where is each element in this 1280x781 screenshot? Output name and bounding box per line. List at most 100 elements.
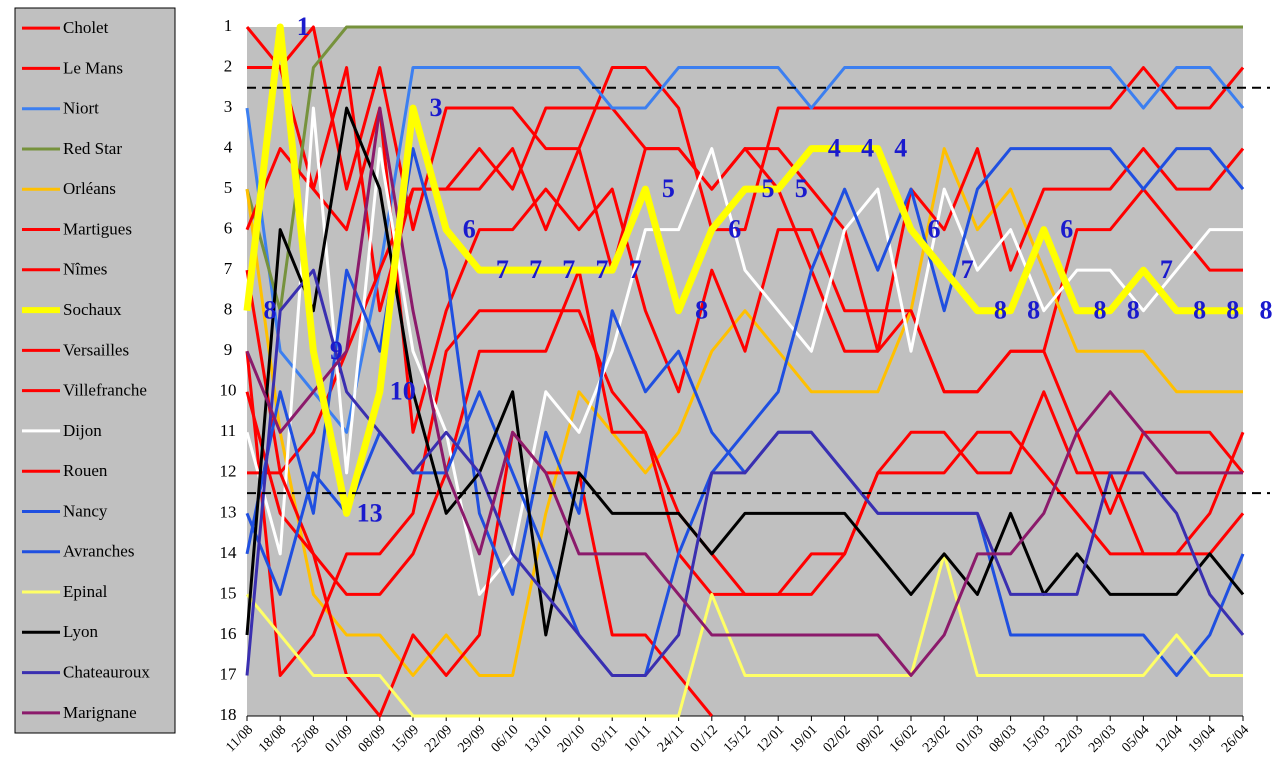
legend-label: Martigues <box>63 219 132 238</box>
plot-area <box>247 27 1243 716</box>
data-label: 8 <box>264 296 277 325</box>
y-tick-label: 14 <box>220 543 238 562</box>
series-line <box>243 23 1243 517</box>
x-tick-label: 08/09 <box>356 722 389 755</box>
x-tick-label: 08/03 <box>987 722 1020 755</box>
legend-label: Cholet <box>63 18 109 37</box>
series-line <box>245 106 1243 677</box>
y-tick-label: 8 <box>224 300 233 319</box>
y-tick-label: 4 <box>224 137 233 156</box>
y-tick-label: 11 <box>220 421 236 440</box>
legend-label: Chateauroux <box>63 662 150 681</box>
legend-label: Red Star <box>63 139 122 158</box>
y-tick-label: 1 <box>224 16 233 35</box>
data-label: 5 <box>762 174 775 203</box>
data-label: 3 <box>430 93 443 122</box>
data-label: 8 <box>1094 296 1107 325</box>
series-line <box>247 430 713 718</box>
x-tick-label: 29/09 <box>455 722 488 755</box>
data-label: 7 <box>1160 255 1173 284</box>
data-label: 6 <box>928 215 941 244</box>
data-label: 13 <box>357 498 383 527</box>
legend-label: Dijon <box>63 421 102 440</box>
y-tick-label: 18 <box>220 705 237 724</box>
legend-label: Versailles <box>63 340 129 359</box>
y-tick-label: 15 <box>220 583 237 602</box>
y-tick-label: 13 <box>220 502 237 521</box>
x-tick-label: 22/09 <box>422 722 455 755</box>
x-tick-label: 26/04 <box>1219 722 1252 755</box>
x-tick-label: 18/08 <box>256 722 289 755</box>
x-tick-label: 01/09 <box>323 722 356 755</box>
data-label: 8 <box>1226 296 1239 325</box>
data-label: 7 <box>562 255 575 284</box>
y-tick-label: 17 <box>220 664 238 683</box>
legend-label: Le Mans <box>63 58 123 77</box>
data-label: 8 <box>1193 296 1206 325</box>
data-label: 5 <box>662 174 675 203</box>
data-label: 6 <box>1060 215 1073 244</box>
legend-label: Niort <box>63 99 99 118</box>
y-tick-label: 10 <box>220 381 237 400</box>
data-label: 8 <box>994 296 1007 325</box>
data-label: 5 <box>795 174 808 203</box>
data-label: 8 <box>1260 296 1273 325</box>
x-tick-label: 10/11 <box>622 722 655 755</box>
data-label: 8 <box>695 296 708 325</box>
data-label: 4 <box>828 134 841 163</box>
data-label: 8 <box>1027 296 1040 325</box>
x-tick-label: 22/03 <box>1053 722 1086 755</box>
y-tick-label: 7 <box>224 259 233 278</box>
legend-label: Orléans <box>63 179 116 198</box>
x-tick-label: 19/04 <box>1186 722 1219 755</box>
legend-label: Rouen <box>63 461 108 480</box>
legend-label: Marignane <box>63 703 137 722</box>
data-label: 8 <box>1127 296 1140 325</box>
series-line <box>245 66 1245 434</box>
legend-box <box>14 7 176 734</box>
data-label: 6 <box>728 215 741 244</box>
legend-label: Sochaux <box>63 300 122 319</box>
x-tick-label: 06/10 <box>489 722 522 755</box>
x-tick-label: 13/10 <box>522 722 555 755</box>
legend-label: Lyon <box>63 622 98 641</box>
data-label: 7 <box>596 255 609 284</box>
legend-label: Avranches <box>63 542 134 561</box>
data-label: 7 <box>496 255 509 284</box>
series-line <box>245 106 1243 596</box>
x-tick-label: 01/03 <box>953 722 986 755</box>
series-line <box>245 268 1245 677</box>
legend-label: Epinal <box>63 582 108 601</box>
y-tick-label: 9 <box>224 340 233 359</box>
x-tick-label: 12/01 <box>754 722 787 755</box>
x-tick-label: 02/02 <box>821 722 854 755</box>
data-label: 10 <box>390 377 416 406</box>
y-tick-label: 2 <box>224 56 233 75</box>
y-tick-label: 6 <box>224 219 233 238</box>
x-tick-label: 19/01 <box>787 722 820 755</box>
x-tick-label: 23/02 <box>920 722 953 755</box>
x-tick-label: 15/03 <box>1020 722 1053 755</box>
series-line <box>245 147 1243 677</box>
series-line <box>245 25 1243 313</box>
data-label: 4 <box>894 134 907 163</box>
series-line <box>247 25 1245 232</box>
data-label: 7 <box>629 255 642 284</box>
series-line <box>245 552 1243 718</box>
y-tick-label: 12 <box>220 462 237 481</box>
legend-label: Villefranche <box>63 381 147 400</box>
x-tick-label: 15/12 <box>721 722 754 755</box>
x-tick-label: 24/11 <box>655 722 688 755</box>
x-tick-label: 25/08 <box>289 722 322 755</box>
series-line <box>245 268 1245 596</box>
series-line <box>245 147 1245 475</box>
series-line <box>245 106 1245 637</box>
x-tick-label: 20/10 <box>555 722 588 755</box>
data-label: 6 <box>463 215 476 244</box>
x-tick-label: 29/03 <box>1086 722 1119 755</box>
data-label: 9 <box>330 336 343 365</box>
y-tick-label: 16 <box>220 624 237 643</box>
y-tick-label: 3 <box>224 97 233 116</box>
